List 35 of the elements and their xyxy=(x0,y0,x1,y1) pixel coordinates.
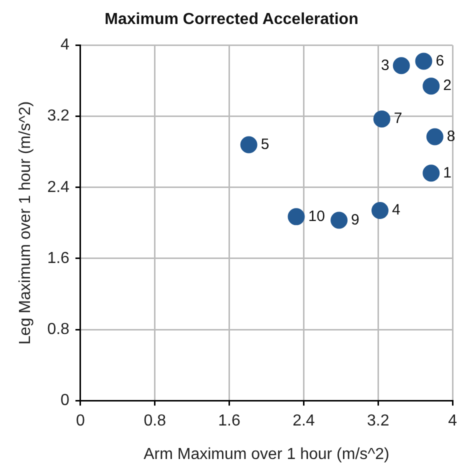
point xyxy=(371,202,388,219)
y-tick-label: 1.6 xyxy=(47,250,70,267)
annotation: 10 xyxy=(308,208,325,225)
annotation: 7 xyxy=(394,110,402,128)
annotation: 3 xyxy=(381,56,390,74)
point xyxy=(422,78,440,95)
point xyxy=(415,52,432,70)
chart-title: Maximum Corrected Acceleration xyxy=(104,11,358,28)
y-tick-label: 4 xyxy=(60,36,70,54)
x-tick-label: 1.6 xyxy=(218,412,241,430)
point xyxy=(330,212,348,229)
x-axis-title: Arm Maximum over 1 hour (m/s^2) xyxy=(144,446,390,463)
annotation: 4 xyxy=(392,202,400,219)
x-tick-label: 0 xyxy=(76,412,85,430)
annotation: 1 xyxy=(443,164,452,182)
x-tick-label: 4 xyxy=(448,412,458,430)
x-tick-label: 0.8 xyxy=(144,412,166,430)
annotation: 5 xyxy=(260,136,270,153)
y-tick-label: 2.4 xyxy=(47,178,70,196)
point xyxy=(426,128,444,146)
x-tick-label: 2.4 xyxy=(292,412,315,430)
point xyxy=(373,110,390,128)
annotation: 9 xyxy=(351,211,360,228)
annotation: 6 xyxy=(436,52,444,70)
y-tick-label: 0.8 xyxy=(47,320,70,338)
x-tick-label: 3.2 xyxy=(367,412,390,430)
point xyxy=(240,136,258,154)
point xyxy=(288,208,305,226)
y-axis-title: Leg Maximum over 1 hour (m/s^2) xyxy=(17,101,34,344)
y-tick-label: 3.2 xyxy=(47,108,70,125)
annotation: 8 xyxy=(446,128,456,145)
annotation: 2 xyxy=(443,77,452,94)
y-tick-label: 0 xyxy=(60,392,70,410)
point xyxy=(392,57,410,74)
point xyxy=(422,164,440,182)
